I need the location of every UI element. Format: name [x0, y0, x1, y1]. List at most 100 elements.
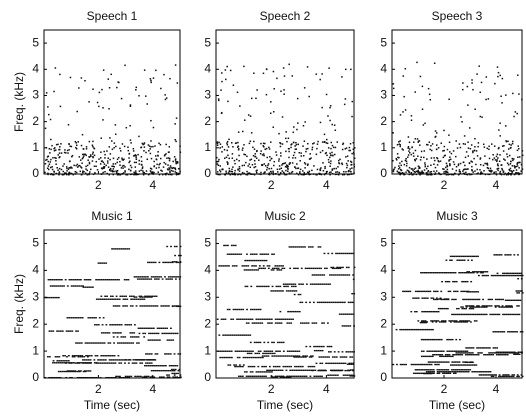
spectrogram-texture [332, 356, 334, 357]
spectrogram-texture [151, 353, 153, 354]
spectrogram-texture [242, 366, 244, 367]
spectrogram-texture [463, 352, 465, 353]
spectrogram-texture [61, 285, 63, 286]
spectrogram-texture [396, 364, 398, 365]
spectrogram-texture [469, 306, 471, 307]
spectrogram-texture [498, 168, 500, 170]
spectrogram-texture [115, 248, 117, 249]
spectrogram-texture [132, 336, 134, 337]
spectrogram-texture [423, 339, 425, 340]
spectrogram-texture [443, 130, 445, 132]
spectrogram-texture [442, 150, 444, 152]
spectrogram-texture [351, 293, 353, 294]
spectrogram-texture [350, 302, 352, 303]
spectrogram-texture [247, 265, 249, 266]
spectrogram-texture [458, 314, 460, 315]
spectrogram-texture [316, 148, 318, 150]
spectrogram-texture [117, 376, 119, 377]
spectrogram-texture [267, 157, 269, 159]
spectrogram-texture [432, 354, 434, 355]
spectrogram-texture [147, 359, 149, 360]
spectrogram-texture [175, 64, 177, 66]
spectrogram-texture [83, 171, 85, 173]
spectrogram-texture [415, 160, 417, 162]
spectrogram-texture [314, 283, 316, 284]
spectrogram-texture [345, 98, 347, 100]
spectrogram-texture [288, 376, 290, 377]
spectrogram-texture [459, 352, 461, 353]
spectrogram-texture [164, 353, 166, 354]
spectrogram-texture [277, 286, 279, 287]
spectrogram-texture [479, 299, 481, 300]
spectrogram-texture [470, 291, 472, 292]
y-tick-label: 0 [380, 370, 387, 384]
spectrogram-texture [294, 152, 296, 154]
spectrogram-texture [262, 260, 264, 261]
spectrogram-texture [160, 158, 162, 160]
spectrogram-texture [335, 130, 337, 132]
spectrogram-texture [422, 369, 424, 370]
spectrogram-texture [451, 272, 453, 273]
spectrogram-texture [73, 362, 75, 363]
spectrogram-texture [396, 159, 398, 161]
spectrogram-texture [504, 306, 506, 307]
spectrogram-texture [53, 171, 55, 173]
spectrogram-texture [443, 168, 445, 170]
spectrogram-texture [430, 373, 432, 374]
spectrogram-texture [292, 246, 294, 247]
y-tick-label: 1 [32, 140, 39, 154]
spectrogram-texture [53, 360, 55, 361]
spectrogram-texture [291, 283, 293, 284]
spectrogram-texture [507, 376, 509, 377]
spectrogram-texture [261, 366, 263, 367]
spectrogram-texture [326, 356, 328, 357]
spectrogram-texture [275, 376, 277, 377]
spectrogram-texture [448, 361, 450, 362]
spectrogram-texture [423, 351, 425, 352]
spectrogram-texture [276, 78, 278, 80]
spectrogram-texture [506, 273, 508, 274]
spectrogram-texture [438, 308, 440, 309]
spectrogram-texture [56, 362, 58, 363]
spectrogram-texture [283, 351, 285, 352]
x-tick-label: 4 [493, 178, 500, 192]
spectrogram-texture [109, 299, 111, 300]
spectrogram-texture [271, 254, 273, 255]
spectrogram-texture [48, 114, 50, 116]
spectrogram-texture [169, 365, 171, 366]
spectrogram-texture [105, 332, 107, 333]
spectrogram-texture [291, 172, 293, 174]
spectrogram-texture [115, 299, 117, 300]
spectrogram-texture [496, 156, 498, 158]
spectrogram-texture [317, 141, 319, 143]
spectrogram-texture [502, 306, 504, 307]
spectrogram-texture [335, 274, 337, 275]
spectrogram-texture [138, 136, 140, 138]
spectrogram-texture [166, 246, 168, 247]
spectrogram-texture [334, 302, 336, 303]
spectrogram-texture [300, 294, 302, 295]
spectrogram-texture [303, 125, 305, 127]
spectrogram-texture [447, 169, 449, 171]
spectrogram-texture [502, 299, 504, 300]
spectrogram-texture [335, 374, 337, 375]
spectrogram-texture [78, 165, 80, 167]
spectrogram-texture [503, 171, 505, 173]
spectrogram-texture [91, 355, 93, 356]
spectrogram-texture [50, 161, 52, 163]
spectrogram-texture [105, 362, 107, 363]
spectrogram-texture [337, 166, 339, 168]
spectrogram-texture [331, 253, 333, 254]
spectrogram-texture [65, 362, 67, 363]
spectrogram-texture [223, 357, 225, 358]
spectrogram-texture [433, 157, 435, 159]
spectrogram-texture [462, 369, 464, 370]
spectrogram-texture [428, 351, 430, 352]
spectrogram-texture [273, 165, 275, 167]
spectrogram-texture [407, 329, 409, 330]
spectrogram-texture [83, 154, 85, 156]
spectrogram-texture [501, 102, 503, 104]
spectrogram-texture [238, 254, 240, 255]
spectrogram-texture [319, 376, 321, 377]
spectrogram-texture [281, 319, 283, 320]
